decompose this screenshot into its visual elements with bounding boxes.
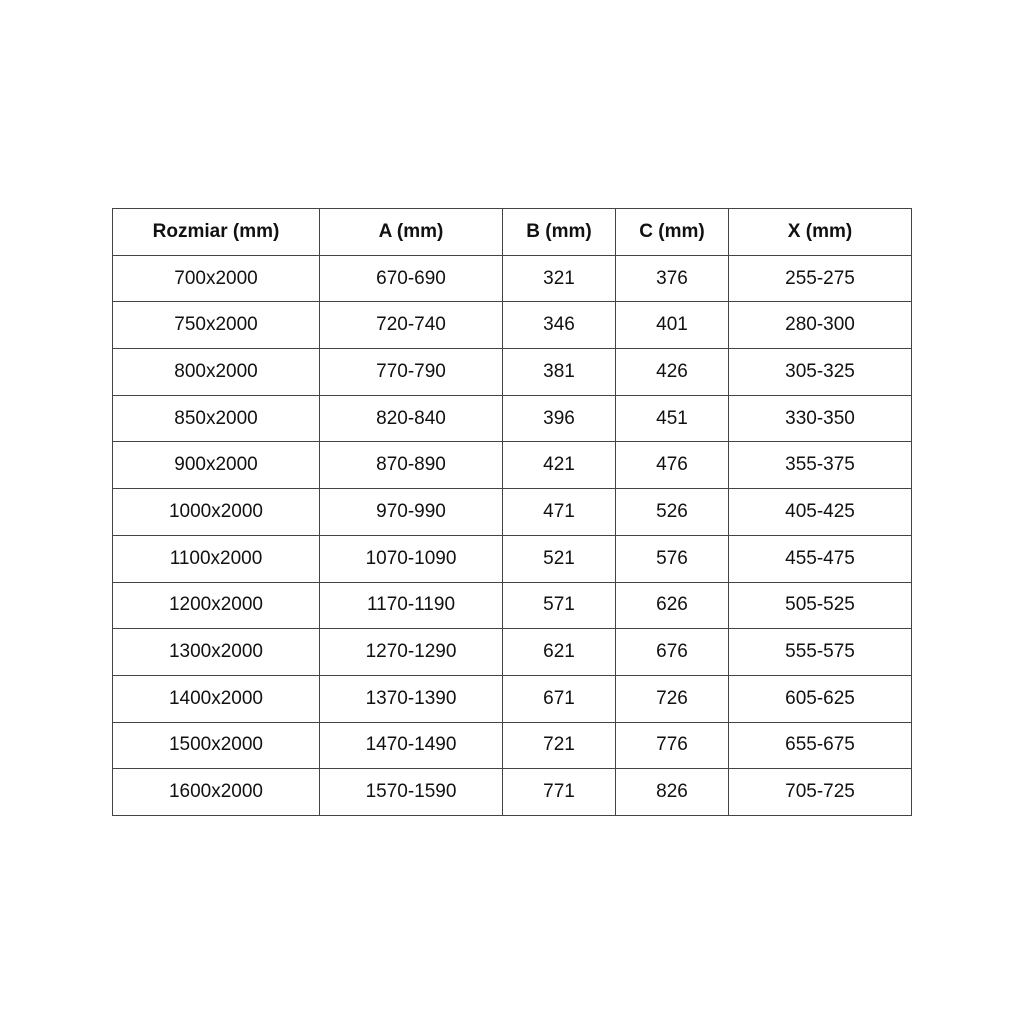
cell-x: 655-675 bbox=[728, 721, 912, 770]
header-c: C (mm) bbox=[615, 208, 729, 256]
cell-b: 721 bbox=[502, 721, 616, 770]
table-header-row: Rozmiar (mm) A (mm) B (mm) C (mm) X (mm) bbox=[112, 208, 912, 256]
dimensions-table: Rozmiar (mm) A (mm) B (mm) C (mm) X (mm)… bbox=[112, 208, 912, 816]
header-b: B (mm) bbox=[502, 208, 616, 256]
table-row: 700x2000 670-690 321 376 255-275 bbox=[112, 254, 912, 303]
cell-x: 555-575 bbox=[728, 628, 912, 676]
cell-b: 421 bbox=[502, 441, 616, 490]
cell-c: 576 bbox=[615, 534, 729, 583]
cell-size: 1200x2000 bbox=[112, 581, 320, 630]
cell-b: 521 bbox=[502, 534, 616, 583]
cell-a: 670-690 bbox=[319, 254, 503, 303]
cell-c: 476 bbox=[615, 441, 729, 490]
cell-b: 571 bbox=[502, 581, 616, 630]
cell-b: 396 bbox=[502, 394, 616, 443]
cell-c: 401 bbox=[615, 301, 729, 350]
table-row: 1400x2000 1370-1390 671 726 605-625 bbox=[112, 674, 912, 723]
table-row: 1200x2000 1170-1190 571 626 505-525 bbox=[112, 581, 912, 630]
cell-a: 1570-1590 bbox=[319, 768, 503, 816]
header-size: Rozmiar (mm) bbox=[112, 208, 320, 256]
cell-x: 355-375 bbox=[728, 441, 912, 490]
cell-x: 505-525 bbox=[728, 581, 912, 630]
header-x: X (mm) bbox=[728, 208, 912, 256]
cell-c: 726 bbox=[615, 674, 729, 723]
cell-a: 1070-1090 bbox=[319, 534, 503, 583]
cell-x: 255-275 bbox=[728, 254, 912, 303]
cell-b: 771 bbox=[502, 768, 616, 816]
cell-b: 671 bbox=[502, 674, 616, 723]
cell-a: 870-890 bbox=[319, 441, 503, 490]
table-row: 1500x2000 1470-1490 721 776 655-675 bbox=[112, 721, 912, 770]
cell-size: 1400x2000 bbox=[112, 674, 320, 723]
table-row: 800x2000 770-790 381 426 305-325 bbox=[112, 348, 912, 396]
cell-size: 1000x2000 bbox=[112, 488, 320, 536]
table-body: 700x2000 670-690 321 376 255-275 750x2000 720-… bbox=[112, 254, 912, 816]
table-row: 1300x2000 1270-1290 621 676 555-575 bbox=[112, 628, 912, 676]
cell-x: 305-325 bbox=[728, 348, 912, 396]
cell-b: 321 bbox=[502, 254, 616, 303]
cell-x: 455-475 bbox=[728, 534, 912, 583]
cell-size: 850x2000 bbox=[112, 394, 320, 443]
cell-a: 770-790 bbox=[319, 348, 503, 396]
cell-a: 970-990 bbox=[319, 488, 503, 536]
cell-a: 1170-1190 bbox=[319, 581, 503, 630]
table-row: 1600x2000 1570-1590 771 826 705-725 bbox=[112, 768, 912, 816]
cell-size: 1500x2000 bbox=[112, 721, 320, 770]
table-row: 1100x2000 1070-1090 521 576 455-475 bbox=[112, 534, 912, 583]
cell-c: 626 bbox=[615, 581, 729, 630]
table-row: 750x2000 720-740 346 401 280-300 bbox=[112, 301, 912, 350]
cell-b: 621 bbox=[502, 628, 616, 676]
cell-a: 1470-1490 bbox=[319, 721, 503, 770]
table-row: 850x2000 820-840 396 451 330-350 bbox=[112, 394, 912, 443]
cell-c: 826 bbox=[615, 768, 729, 816]
cell-x: 405-425 bbox=[728, 488, 912, 536]
cell-c: 776 bbox=[615, 721, 729, 770]
cell-a: 820-840 bbox=[319, 394, 503, 443]
cell-x: 705-725 bbox=[728, 768, 912, 816]
cell-size: 1300x2000 bbox=[112, 628, 320, 676]
cell-x: 280-300 bbox=[728, 301, 912, 350]
cell-size: 1100x2000 bbox=[112, 534, 320, 583]
cell-b: 471 bbox=[502, 488, 616, 536]
cell-c: 676 bbox=[615, 628, 729, 676]
table-row: 1000x2000 970-990 471 526 405-425 bbox=[112, 488, 912, 536]
cell-a: 1270-1290 bbox=[319, 628, 503, 676]
cell-x: 330-350 bbox=[728, 394, 912, 443]
header-a: A (mm) bbox=[319, 208, 503, 256]
cell-c: 451 bbox=[615, 394, 729, 443]
cell-size: 900x2000 bbox=[112, 441, 320, 490]
cell-b: 346 bbox=[502, 301, 616, 350]
cell-size: 750x2000 bbox=[112, 301, 320, 350]
cell-size: 700x2000 bbox=[112, 254, 320, 303]
table-row: 900x2000 870-890 421 476 355-375 bbox=[112, 441, 912, 490]
cell-a: 720-740 bbox=[319, 301, 503, 350]
cell-c: 426 bbox=[615, 348, 729, 396]
cell-size: 800x2000 bbox=[112, 348, 320, 396]
cell-size: 1600x2000 bbox=[112, 768, 320, 816]
cell-a: 1370-1390 bbox=[319, 674, 503, 723]
cell-c: 526 bbox=[615, 488, 729, 536]
cell-c: 376 bbox=[615, 254, 729, 303]
cell-x: 605-625 bbox=[728, 674, 912, 723]
cell-b: 381 bbox=[502, 348, 616, 396]
